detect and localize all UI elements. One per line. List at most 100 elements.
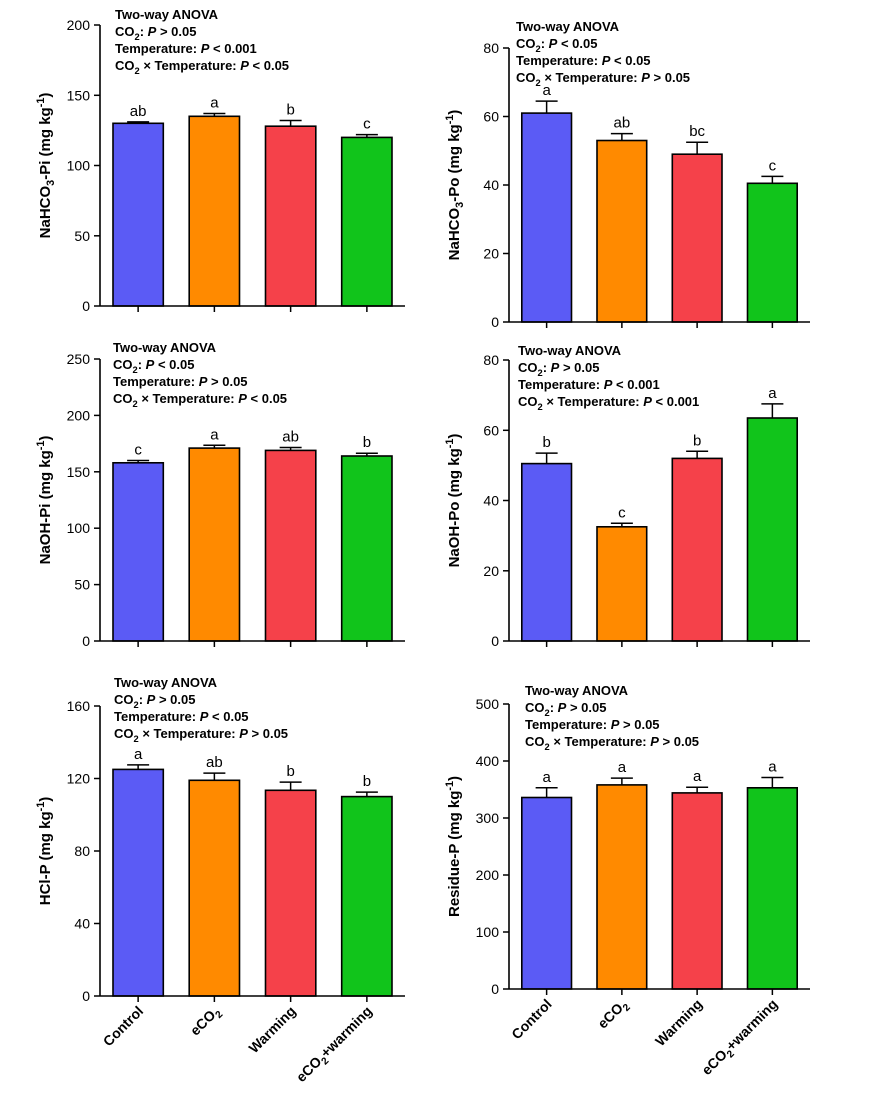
y-tick-label: 150 (67, 87, 91, 103)
y-tick-label: 150 (67, 464, 91, 480)
y-axis-label: Residue-P (mg kg-1) (444, 776, 463, 917)
y-tick-label: 120 (67, 771, 91, 787)
x-tick-label-1: Control (100, 1003, 147, 1050)
chart-panel-5: a ab b b 0 40 80 120 160 HCl-P (mg kg-1) Two-way A… (35, 675, 405, 1088)
anova-line-3: Temperature: P < 0.05 (516, 53, 651, 68)
anova-line-1: Two-way ANOVA (114, 675, 218, 690)
y-tick-label: 0 (491, 633, 499, 649)
anova-line-1: Two-way ANOVA (516, 19, 620, 34)
y-tick-label: 500 (476, 696, 500, 712)
y-tick-label: 400 (476, 753, 500, 769)
bar-3 (264, 789, 317, 997)
significance-letter-3: bc (689, 123, 705, 140)
y-tick-label: 20 (483, 246, 499, 262)
bar-3 (671, 792, 723, 990)
significance-letter-1: c (134, 442, 142, 459)
y-tick-label: 20 (483, 563, 499, 579)
bar-1 (520, 796, 573, 990)
anova-line-3: Temperature: P < 0.001 (518, 377, 660, 392)
anova-line-1: Two-way ANOVA (115, 7, 219, 22)
y-tick-label: 50 (74, 228, 90, 244)
bar-1 (112, 122, 165, 307)
bar-2 (188, 115, 241, 307)
bar-1 (520, 112, 573, 323)
bar-4 (746, 417, 799, 642)
y-tick-label: 40 (74, 916, 90, 932)
bar-1 (112, 461, 165, 642)
anova-line-2: CO2: P < 0.05 (516, 36, 597, 54)
y-tick-label: 0 (82, 298, 90, 314)
y-tick-label: 0 (82, 988, 90, 1004)
significance-letter-2: ab (206, 754, 223, 771)
significance-letter-1: a (134, 746, 143, 763)
bar-4 (340, 136, 393, 307)
x-tick-label-3: Warming (245, 1003, 298, 1056)
significance-letter-3: ab (282, 429, 299, 446)
x-tick-label-2: eCO2 (187, 1003, 226, 1042)
significance-letter-2: ab (614, 115, 631, 132)
significance-letter-2: a (210, 426, 219, 443)
significance-letter-1: a (542, 769, 551, 786)
significance-letter-3: a (693, 768, 702, 785)
significance-letter-3: b (286, 102, 294, 119)
significance-letter-2: c (618, 504, 626, 521)
x-tick-label-4: eCO2+warming (698, 996, 783, 1081)
y-tick-label: 300 (476, 810, 500, 826)
chart-panel-3: c a ab b 0 50 100 150 200 250 NaOH-Pi (mg kg-1) Two… (35, 340, 405, 649)
bar-3 (671, 457, 723, 642)
chart-panel-6: a a a a 0 100 200 300 400 500 Residue-P (mg kg-1) T… (444, 683, 810, 1081)
y-tick-label: 60 (483, 109, 499, 125)
anova-line-4: CO2 × Temperature: P > 0.05 (114, 726, 288, 744)
bar-1 (112, 768, 165, 997)
significance-letter-4: c (769, 157, 777, 174)
y-tick-label: 80 (74, 843, 90, 859)
anova-line-3: Temperature: P > 0.05 (113, 374, 248, 389)
significance-letter-4: b (363, 434, 371, 451)
anova-line-4: CO2 × Temperature: P > 0.05 (516, 70, 690, 88)
anova-line-2: CO2: P < 0.05 (113, 357, 194, 375)
y-tick-label: 200 (67, 17, 91, 33)
bar-2 (596, 139, 648, 323)
bar-2 (188, 447, 241, 642)
significance-letter-4: a (768, 385, 777, 402)
bar-3 (671, 153, 723, 323)
significance-letter-4: a (768, 759, 777, 776)
y-axis-label: NaOH-Po (mg kg-1) (444, 434, 463, 568)
y-tick-label: 0 (491, 981, 499, 997)
y-tick-label: 100 (67, 520, 91, 536)
anova-line-3: Temperature: P < 0.001 (115, 41, 257, 56)
x-tick-label-2: eCO2 (594, 996, 633, 1035)
significance-letter-2: a (618, 759, 627, 776)
anova-line-1: Two-way ANOVA (518, 343, 622, 358)
anova-line-4: CO2 × Temperature: P < 0.001 (518, 394, 699, 412)
bar-4 (340, 795, 393, 997)
bar-2 (596, 525, 648, 642)
y-tick-label: 100 (476, 924, 500, 940)
anova-line-3: Temperature: P > 0.05 (525, 717, 660, 732)
chart-panel-2: a ab bc c 0 20 40 60 80 NaHCO3-Po (mg kg-1) Two-wa… (444, 19, 810, 330)
significance-letter-1: ab (130, 103, 147, 120)
anova-line-2: CO2: P > 0.05 (115, 24, 196, 42)
anova-line-1: Two-way ANOVA (113, 340, 217, 355)
significance-letter-3: b (286, 763, 294, 780)
significance-letter-4: b (363, 773, 371, 790)
y-tick-label: 40 (483, 493, 499, 509)
y-tick-label: 250 (67, 351, 91, 367)
anova-line-4: CO2 × Temperature: P < 0.05 (115, 58, 289, 76)
y-axis-label: NaHCO3-Po (mg kg-1) (444, 110, 466, 261)
y-tick-label: 50 (74, 577, 90, 593)
x-tick-label-1: Control (508, 996, 555, 1043)
bar-3 (264, 449, 317, 642)
significance-letter-2: a (210, 95, 219, 112)
x-tick-label-4: eCO2+warming (293, 1003, 378, 1088)
bar-2 (596, 784, 648, 990)
significance-letter-4: c (363, 116, 371, 133)
chart-panel-4: b c b a 0 20 40 60 80 NaOH-Po (mg kg-1) Two-way AN… (444, 343, 810, 649)
y-tick-label: 80 (483, 352, 499, 368)
significance-letter-1: b (542, 434, 550, 451)
bar-3 (264, 125, 317, 307)
x-tick-label-3: Warming (652, 996, 705, 1049)
y-tick-label: 200 (476, 867, 500, 883)
